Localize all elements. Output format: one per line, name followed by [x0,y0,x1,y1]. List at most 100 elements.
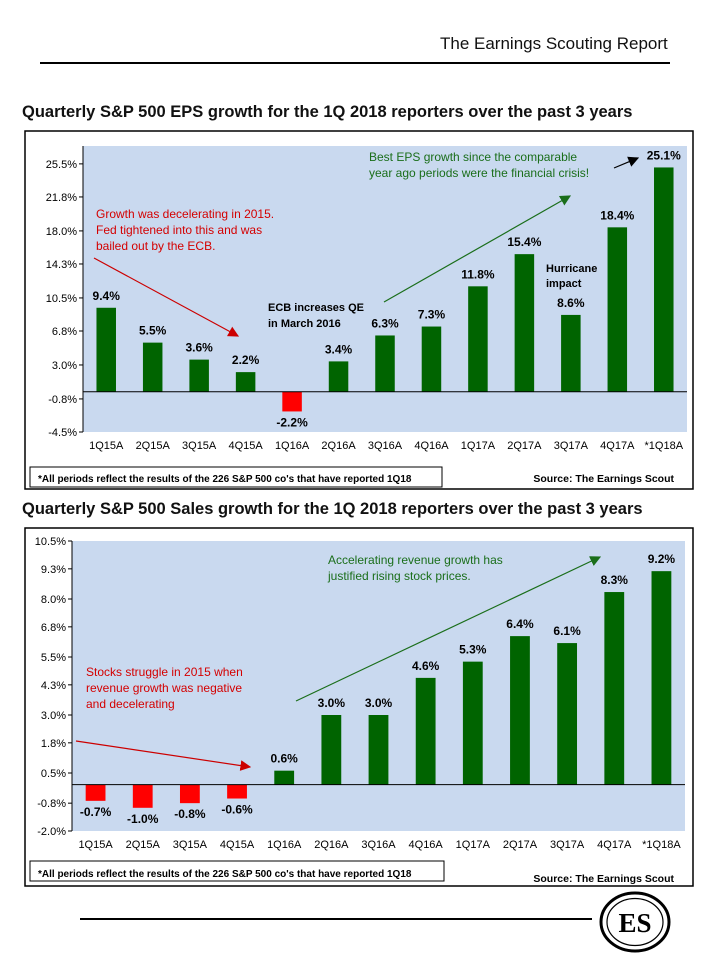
data-label: -0.7% [80,805,112,819]
x-tick-label: *1Q18A [642,839,681,851]
bar [321,715,342,785]
hurricane-annotation-line: impact [546,278,582,290]
earnings-scout-logo: ES [599,891,671,953]
y-tick-label: 8.0% [41,594,66,606]
bar [142,342,163,392]
y-tick-label: -0.8% [48,394,77,406]
x-tick-label: 3Q15A [173,839,208,851]
red-annotation-line: bailed out by the ECB. [96,239,215,253]
bar [227,784,247,799]
green-annotation-line: year ago periods were the financial cris… [369,166,589,180]
data-label: 25.1% [647,148,681,162]
bar [514,254,535,392]
bar [85,784,106,801]
bar [235,372,256,392]
red-annotation-line: Growth was decelerating in 2015. [96,207,274,221]
y-tick-label: 4.3% [41,680,66,692]
y-tick-label: 6.8% [52,326,77,338]
data-label: 8.3% [601,573,629,587]
x-tick-label: 4Q17A [600,440,635,452]
bar [462,661,483,785]
data-label: 4.6% [412,659,440,673]
bar [468,286,488,392]
header-divider [40,62,670,64]
x-tick-label: 2Q15A [126,839,161,851]
x-tick-label: 4Q16A [414,440,449,452]
x-tick-label: 1Q16A [267,839,302,851]
y-tick-label: -0.8% [37,798,66,810]
data-label: 0.6% [271,752,299,766]
bar [654,167,674,392]
bar [557,643,578,785]
y-tick-label: 25.5% [46,159,77,171]
y-tick-label: 0.5% [41,768,66,780]
red-annotation-line: Fed tightened into this and was [96,223,262,237]
y-tick-label: 6.8% [41,622,66,634]
data-label: 7.3% [418,308,446,322]
bar [274,770,295,785]
data-label: 18.4% [600,208,634,222]
source-label: Source: The Earnings Scout [533,873,674,885]
bar [561,314,581,392]
x-tick-label: 4Q17A [597,839,632,851]
y-tick-label: 18.0% [46,226,77,238]
x-tick-label: 3Q17A [554,440,589,452]
y-tick-label: 10.5% [46,293,77,305]
footnote: *All periods reflect the results of the … [38,474,412,485]
ecb-annotation-line: in March 2016 [268,318,341,330]
y-tick-label: -4.5% [48,427,77,439]
bar [179,784,200,804]
sales-growth-chart: -2.0% -0.8% 0.5% 1.8% 3.0% 4.3% 5.5% 6.8% 8.0% 9.… [24,527,694,887]
data-label: 11.8% [461,267,495,281]
bar [282,391,302,412]
x-tick-label: 2Q15A [136,440,171,452]
data-label: 3.6% [185,341,213,355]
data-label: 5.5% [139,324,167,338]
ecb-annotation-line: ECB increases QE [268,302,364,314]
red-annotation-line: Stocks struggle in 2015 when [86,665,243,679]
footnote-box [29,466,443,488]
bar [510,636,530,785]
eps-growth-chart: -4.5% -0.8% 3.0% 6.8% 10.5% 14.3% 18.0% 21.8% 25… [24,130,694,490]
y-tick-label: 3.0% [41,710,66,722]
green-arrow [383,195,572,303]
data-label: -1.0% [127,812,159,826]
bar [415,677,436,785]
data-label: 6.4% [506,617,534,631]
bar [368,715,389,785]
hurricane-annotation-line: Hurricane [546,263,597,275]
bar [132,784,153,808]
source-label: Source: The Earnings Scout [533,473,674,485]
logo-text: ES [618,908,651,938]
x-tick-label: 1Q17A [456,839,491,851]
y-tick-label: 9.3% [41,564,66,576]
x-tick-label: 2Q16A [321,440,356,452]
data-label: 6.3% [371,316,399,330]
y-tick-label: 14.3% [46,259,77,271]
data-label: 8.6% [557,296,585,310]
green-arrow [295,556,602,702]
data-label: 5.3% [459,643,487,657]
x-tick-label: 3Q17A [550,839,585,851]
report-title: The Earnings Scouting Report [440,34,668,53]
bar [375,335,395,392]
x-tick-label: 3Q16A [361,839,396,851]
green-annotation-line: justified rising stock prices. [327,569,471,583]
x-tick-label: 1Q16A [275,440,310,452]
data-label: 6.1% [553,624,581,638]
bar [607,227,628,392]
y-tick-label: 3.0% [52,360,77,372]
data-label: 15.4% [507,235,541,249]
data-label: -0.6% [221,803,253,817]
x-tick-label: 2Q17A [503,839,538,851]
x-tick-label: 4Q16A [409,839,444,851]
x-tick-label: 2Q17A [507,440,542,452]
green-annotation-line: Accelerating revenue growth has [328,553,503,567]
data-label: 3.4% [325,342,353,356]
bar [189,359,209,392]
x-tick-label: *1Q18A [645,440,684,452]
data-label: -2.2% [276,415,308,429]
x-tick-label: 3Q16A [368,440,403,452]
bar [96,307,116,392]
data-label: 3.0% [318,696,346,710]
